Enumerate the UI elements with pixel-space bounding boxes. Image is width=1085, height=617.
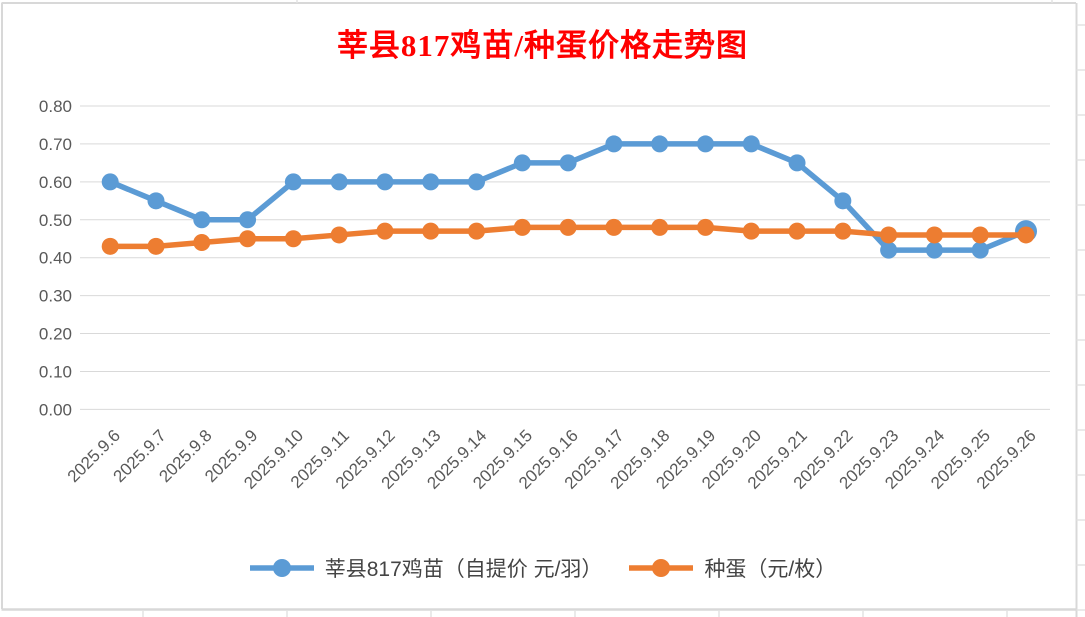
data-point-marker xyxy=(559,154,577,172)
data-point-marker xyxy=(651,218,669,236)
data-point-marker xyxy=(284,230,302,248)
data-point-marker xyxy=(1017,226,1035,244)
data-point-marker xyxy=(880,226,898,244)
y-tick-label: 0.60 xyxy=(39,173,72,192)
legend-line-marker-icon xyxy=(249,559,314,577)
legend-dot-egg xyxy=(652,559,671,577)
data-point-marker xyxy=(788,154,806,172)
data-point-marker xyxy=(147,192,165,210)
y-tick-label: 0.80 xyxy=(39,97,72,116)
y-tick-label: 0.50 xyxy=(39,211,72,230)
data-point-marker xyxy=(834,222,852,240)
data-point-marker xyxy=(147,237,165,255)
data-point-marker xyxy=(376,222,394,240)
data-point-marker xyxy=(330,226,348,244)
data-point-marker xyxy=(376,173,394,191)
data-point-marker xyxy=(742,222,760,240)
data-point-marker xyxy=(742,135,760,153)
data-point-marker xyxy=(925,241,943,259)
data-point-marker xyxy=(101,237,119,255)
data-point-marker xyxy=(696,218,714,236)
data-point-marker xyxy=(239,230,257,248)
legend-label-chick: 莘县817鸡苗（自提价 元/羽） xyxy=(324,558,603,581)
data-point-marker xyxy=(422,173,440,191)
legend-dot-chick xyxy=(272,559,291,577)
data-point-marker xyxy=(330,173,348,191)
legend-item-chick: 莘县817鸡苗（自提价 元/羽） xyxy=(249,553,603,583)
legend-label-egg: 种蛋（元/枚） xyxy=(704,558,837,581)
data-point-marker xyxy=(651,135,669,153)
legend-item-egg: 种蛋（元/枚） xyxy=(628,553,836,583)
data-point-marker xyxy=(422,222,440,240)
data-point-marker xyxy=(971,241,989,259)
data-point-marker xyxy=(880,241,898,259)
data-point-marker xyxy=(468,173,486,191)
chart-legend: 莘县817鸡苗（自提价 元/羽） 种蛋（元/枚） xyxy=(0,553,1085,583)
data-point-marker xyxy=(239,211,257,229)
data-point-marker xyxy=(559,218,577,236)
legend-line-marker-icon xyxy=(629,559,694,577)
y-tick-label: 0.70 xyxy=(39,135,72,154)
y-tick-label: 0.30 xyxy=(39,287,72,306)
chart-title: 莘县817鸡苗/种蛋价格走势图 xyxy=(336,28,749,63)
data-point-marker xyxy=(605,135,623,153)
data-point-marker xyxy=(513,218,531,236)
data-point-marker xyxy=(605,218,623,236)
data-point-marker xyxy=(971,226,989,244)
data-point-marker xyxy=(696,135,714,153)
data-point-marker xyxy=(101,173,119,191)
data-point-marker xyxy=(834,192,852,210)
y-tick-label: 0.10 xyxy=(39,362,72,381)
data-point-marker xyxy=(193,211,211,229)
data-point-marker xyxy=(468,222,486,240)
y-tick-label: 0.00 xyxy=(39,400,72,419)
y-tick-label: 0.40 xyxy=(39,249,72,268)
data-point-marker xyxy=(284,173,302,191)
data-point-marker xyxy=(193,234,211,252)
data-point-marker xyxy=(513,154,531,172)
y-tick-label: 0.20 xyxy=(39,325,72,344)
data-point-marker xyxy=(788,222,806,240)
data-point-marker xyxy=(925,226,943,244)
